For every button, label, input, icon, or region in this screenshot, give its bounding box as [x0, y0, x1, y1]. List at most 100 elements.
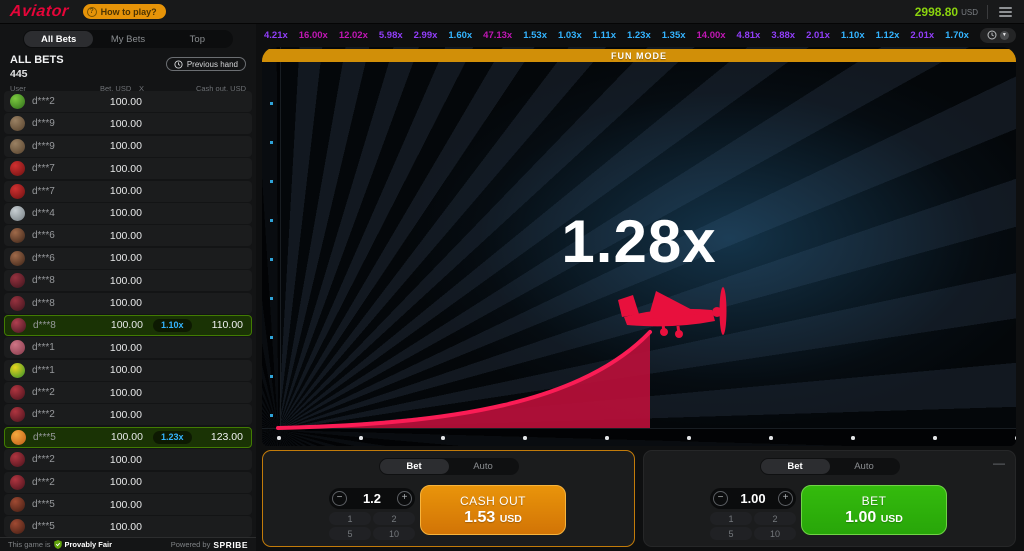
- bet-row: d***2 100.00: [4, 404, 252, 426]
- toggle-bet-1[interactable]: Bet: [379, 459, 449, 474]
- powered-by-label: Powered by: [170, 540, 211, 549]
- toggle-auto-2[interactable]: Auto: [854, 461, 874, 472]
- x-axis-dot: [851, 436, 855, 440]
- y-axis-dot: [270, 141, 273, 144]
- username: d***2: [32, 96, 55, 107]
- quick-5[interactable]: 5: [710, 527, 752, 540]
- bets-sidebar: All Bets My Bets Top ALL BETS 445 Previo…: [0, 24, 256, 551]
- x-axis-dot: [933, 436, 937, 440]
- increase-button-1[interactable]: +: [396, 491, 412, 506]
- avatar: [10, 385, 25, 401]
- history-multiplier[interactable]: 1.12x: [875, 29, 900, 41]
- username: d***2: [32, 476, 55, 488]
- column-user: User: [10, 83, 26, 93]
- multiplier-curve: [276, 330, 652, 430]
- y-axis-dot: [270, 102, 273, 105]
- bet-amount: 100.00: [109, 229, 142, 242]
- quick-5[interactable]: 5: [329, 527, 371, 540]
- menu-icon[interactable]: [997, 5, 1014, 19]
- username: d***9: [32, 140, 55, 152]
- history-multiplier[interactable]: 1.60x: [448, 29, 473, 41]
- bet-row: d***8 100.00: [4, 292, 252, 314]
- sidebar-footer: This game is Provably Fair Powered by SP…: [0, 537, 256, 551]
- username: d***5: [33, 431, 56, 443]
- table-columns: User Bet, USD X Cash out, USD: [0, 84, 256, 95]
- history-multiplier[interactable]: 1.03x: [557, 29, 582, 41]
- x-axis-dot: [605, 436, 609, 440]
- multiplier-badge: 1.23x: [153, 430, 192, 444]
- divider: [987, 4, 988, 19]
- x-axis-dot: [277, 436, 281, 440]
- username: d***1: [32, 342, 55, 354]
- bet-row: d***5 100.00: [4, 494, 252, 516]
- quick-10[interactable]: 10: [373, 527, 415, 540]
- multiplier-badge: 1.10x: [153, 318, 192, 332]
- history-multiplier[interactable]: 1.23x: [626, 29, 651, 41]
- bet-amount: 100.00: [109, 252, 142, 265]
- app-logo: Aviator: [9, 2, 70, 20]
- chevron-down-icon: ▼: [999, 30, 1009, 40]
- bet-auto-toggle-2: Bet Auto: [759, 458, 900, 475]
- tab-my-bets[interactable]: My Bets: [110, 33, 146, 45]
- toggle-auto-1[interactable]: Auto: [473, 461, 493, 472]
- bets-count: 445: [10, 67, 28, 80]
- history-multiplier[interactable]: 4.81x: [736, 29, 761, 41]
- provably-fair-link[interactable]: Provably Fair: [64, 540, 113, 549]
- history-multiplier[interactable]: 1.53x: [523, 29, 547, 41]
- history-multiplier[interactable]: 2.01x: [806, 29, 830, 41]
- history-multiplier[interactable]: 14.00x: [696, 29, 726, 41]
- history-multiplier[interactable]: 4.21x: [264, 29, 288, 41]
- quick-2[interactable]: 2: [754, 512, 796, 525]
- history-multiplier[interactable]: 1.35x: [661, 29, 686, 41]
- y-axis: [262, 47, 281, 428]
- topbar: Aviator ? How to play? 2998.80 USD: [0, 0, 1024, 24]
- history-multiplier[interactable]: 1.11x: [592, 29, 616, 41]
- fun-mode-banner: FUN MODE: [262, 49, 1016, 62]
- tab-all-bets[interactable]: All Bets: [24, 31, 94, 47]
- history-multiplier[interactable]: 16.00x: [298, 29, 328, 41]
- bet-amount: 100.00: [109, 185, 142, 198]
- username: d***5: [32, 499, 55, 511]
- username: d***8: [32, 275, 55, 287]
- increase-button-2[interactable]: +: [778, 491, 793, 506]
- avatar: [10, 228, 25, 244]
- bet-label: BET: [861, 493, 887, 508]
- x-axis: [262, 428, 1016, 446]
- quick-2[interactable]: 2: [373, 512, 415, 525]
- bet-row: d***8 100.00 1.10x 110.00: [4, 314, 252, 336]
- bet-panels: Bet Auto − 1.2 + 1 2 5 10 CASH OUT 1.53: [262, 450, 1016, 547]
- history-multiplier[interactable]: 1.10x: [840, 29, 865, 41]
- bet-panel-1: Bet Auto − 1.2 + 1 2 5 10 CASH OUT 1.53: [262, 450, 635, 547]
- avatar: [10, 474, 25, 490]
- history-multiplier[interactable]: 3.88x: [771, 29, 796, 41]
- tab-top[interactable]: Top: [189, 33, 205, 45]
- history-multiplier[interactable]: 12.02x: [338, 29, 368, 41]
- history-multiplier[interactable]: 2.99x: [413, 29, 438, 41]
- history-multiplier[interactable]: 5.98x: [378, 29, 403, 41]
- avatar: [10, 407, 25, 423]
- collapse-panel-icon[interactable]: —: [993, 456, 1005, 470]
- column-x: X: [139, 83, 145, 93]
- toggle-bet-2[interactable]: Bet: [760, 459, 830, 474]
- history-multiplier[interactable]: 47.13x: [483, 29, 513, 41]
- quick-10[interactable]: 10: [754, 527, 796, 540]
- decrease-button-2[interactable]: −: [713, 491, 728, 506]
- how-to-play-button[interactable]: ? How to play?: [82, 4, 166, 19]
- bet-currency: USD: [880, 512, 903, 525]
- cash-out-button[interactable]: CASH OUT 1.53 USD: [420, 485, 566, 535]
- bet-row: d***6 100.00: [4, 247, 252, 269]
- bet-row: d***1 100.00: [4, 337, 252, 359]
- username: d***5: [32, 521, 55, 533]
- history-multiplier[interactable]: 1.70x: [945, 29, 969, 41]
- previous-hand-button[interactable]: Previous hand: [165, 57, 246, 71]
- amount-stepper-2: − 1.00 +: [710, 488, 796, 509]
- decrease-button-1[interactable]: −: [332, 491, 347, 506]
- history-multiplier[interactable]: 2.01x: [910, 29, 935, 41]
- cash-out-amount: 1.53: [464, 508, 496, 526]
- avatar: [10, 273, 25, 289]
- history-dropdown-button[interactable]: ▼: [979, 27, 1016, 43]
- quick-1[interactable]: 1: [710, 512, 752, 525]
- quick-1[interactable]: 1: [329, 512, 371, 525]
- bet-button[interactable]: BET 1.00 USD: [801, 485, 947, 535]
- y-axis-dot: [270, 375, 273, 378]
